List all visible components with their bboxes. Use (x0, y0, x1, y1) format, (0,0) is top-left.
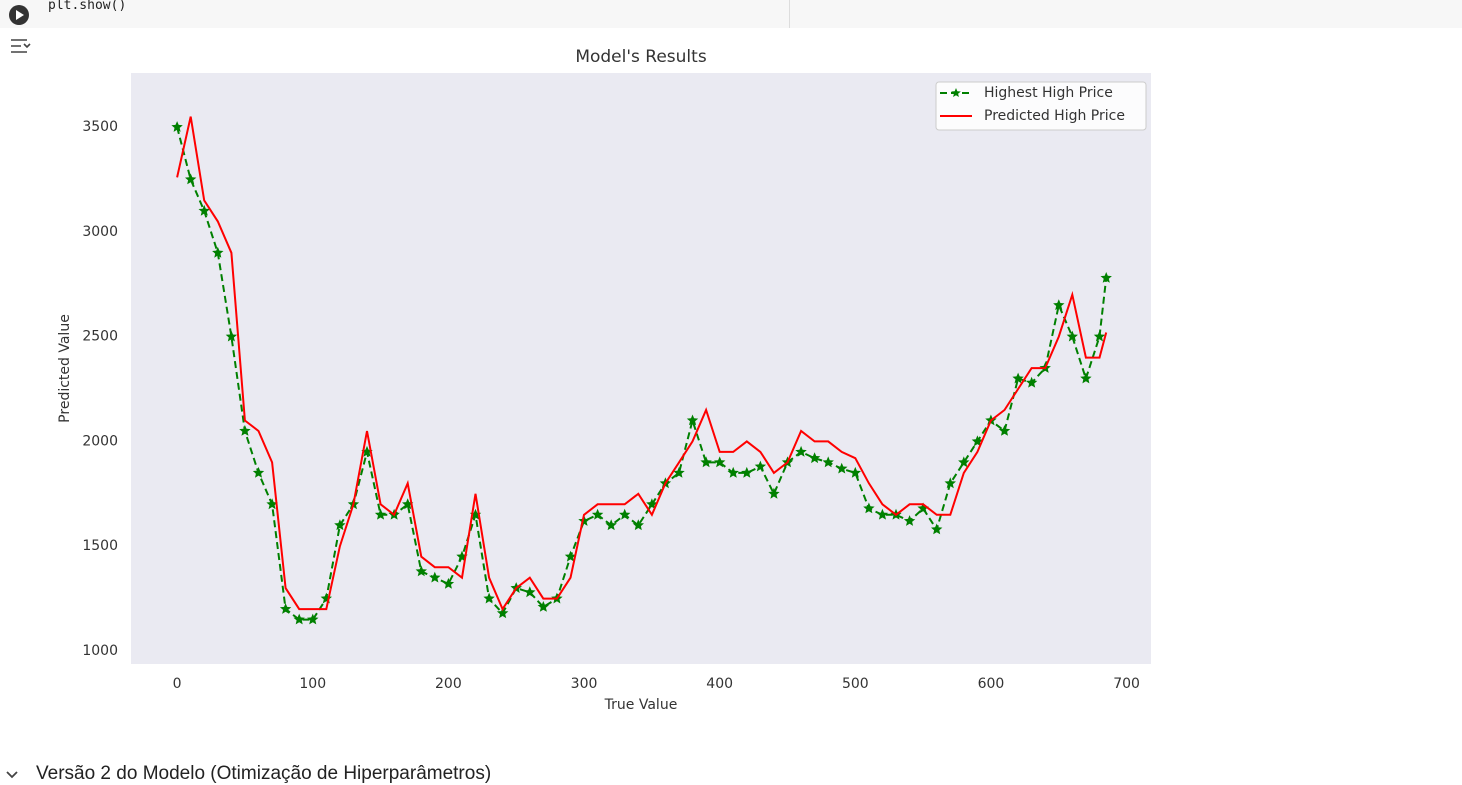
star-marker (293, 613, 305, 625)
x-tick-label: 200 (435, 676, 462, 692)
y-tick-label: 2500 (82, 329, 118, 345)
star-marker (171, 121, 183, 132)
star-marker (700, 456, 712, 468)
star-marker (307, 613, 319, 625)
star-marker (876, 508, 889, 520)
star-marker (402, 498, 414, 510)
chart-title: Model's Results (575, 47, 707, 67)
star-marker (836, 462, 848, 474)
star-marker (605, 519, 617, 531)
section-title: Versão 2 do Modelo (Otimização de Hiperp… (36, 763, 492, 784)
star-marker (1053, 299, 1065, 311)
star-marker (578, 515, 590, 526)
star-marker (442, 577, 455, 589)
x-tick-label: 600 (978, 676, 1005, 692)
x-tick-label: 700 (1113, 676, 1140, 692)
star-marker (958, 456, 970, 468)
star-marker (822, 456, 834, 468)
star-marker (903, 515, 916, 526)
star-marker (279, 603, 292, 614)
y-tick-label: 2000 (82, 433, 118, 449)
x-tick-label: 0 (173, 676, 182, 692)
star-marker (239, 425, 251, 436)
star-marker (198, 204, 210, 216)
star-marker (1093, 330, 1106, 342)
x-tick-label: 100 (299, 676, 326, 692)
star-marker (795, 445, 807, 457)
star-marker (252, 466, 265, 478)
star-marker (456, 550, 468, 562)
star-marker (673, 466, 685, 478)
y-tick-label: 1500 (82, 538, 118, 554)
star-marker (1100, 272, 1112, 283)
star-marker (741, 466, 753, 478)
legend-label: Predicted High Price (984, 108, 1125, 124)
star-marker (1012, 372, 1024, 384)
divider (789, 0, 790, 28)
star-marker (334, 519, 346, 531)
star-marker (917, 502, 929, 514)
x-tick-label: 400 (706, 676, 733, 692)
star-marker (524, 586, 536, 598)
star-marker (185, 173, 197, 185)
star-marker (931, 523, 943, 535)
star-marker (1080, 372, 1092, 384)
star-marker (849, 466, 861, 478)
series-line (176, 116, 1108, 612)
star-marker (483, 592, 495, 604)
star-marker (361, 445, 373, 457)
star-marker (714, 456, 726, 468)
y-axis-label: Predicted Value (57, 314, 73, 423)
star-marker (863, 502, 875, 514)
star-marker (429, 571, 441, 583)
star-marker (754, 460, 767, 472)
star-marker (1025, 376, 1038, 388)
star-marker (374, 508, 387, 520)
legend: Highest High Price Predicted High Price (935, 81, 1147, 131)
star-marker (727, 466, 739, 478)
series-line (176, 126, 1108, 621)
run-button[interactable] (8, 4, 30, 26)
star-marker (537, 601, 549, 612)
legend-marker (951, 88, 961, 97)
chart: Model's Results True Value Predicted Value… (57, 47, 1151, 713)
star-marker (632, 519, 644, 531)
collapse-chevron[interactable] (4, 768, 20, 782)
y-tick-label: 3000 (82, 224, 118, 240)
star-marker (225, 330, 238, 342)
code-cell (0, 0, 1462, 28)
star-marker (266, 498, 278, 510)
star-marker (944, 477, 956, 489)
x-axis-label: True Value (604, 697, 678, 713)
star-marker (564, 550, 577, 562)
star-marker (212, 246, 224, 258)
star-marker (998, 425, 1011, 436)
plot-area (131, 73, 1151, 664)
output-toggle[interactable] (9, 36, 33, 56)
star-marker (1066, 330, 1078, 342)
code-line: plt.show() (48, 0, 127, 13)
x-tick-label: 500 (842, 676, 869, 692)
star-marker (496, 607, 509, 619)
x-tick-label: 300 (571, 676, 598, 692)
star-marker (415, 565, 427, 577)
legend-box (935, 81, 1147, 131)
y-tick-label: 1000 (82, 643, 118, 659)
star-marker (768, 487, 780, 499)
star-marker (320, 592, 332, 604)
star-marker (808, 452, 821, 464)
star-marker (619, 508, 631, 520)
star-marker (686, 414, 699, 426)
legend-label: Highest High Price (984, 85, 1113, 101)
star-marker (591, 508, 604, 520)
y-tick-label: 3500 (82, 119, 118, 135)
